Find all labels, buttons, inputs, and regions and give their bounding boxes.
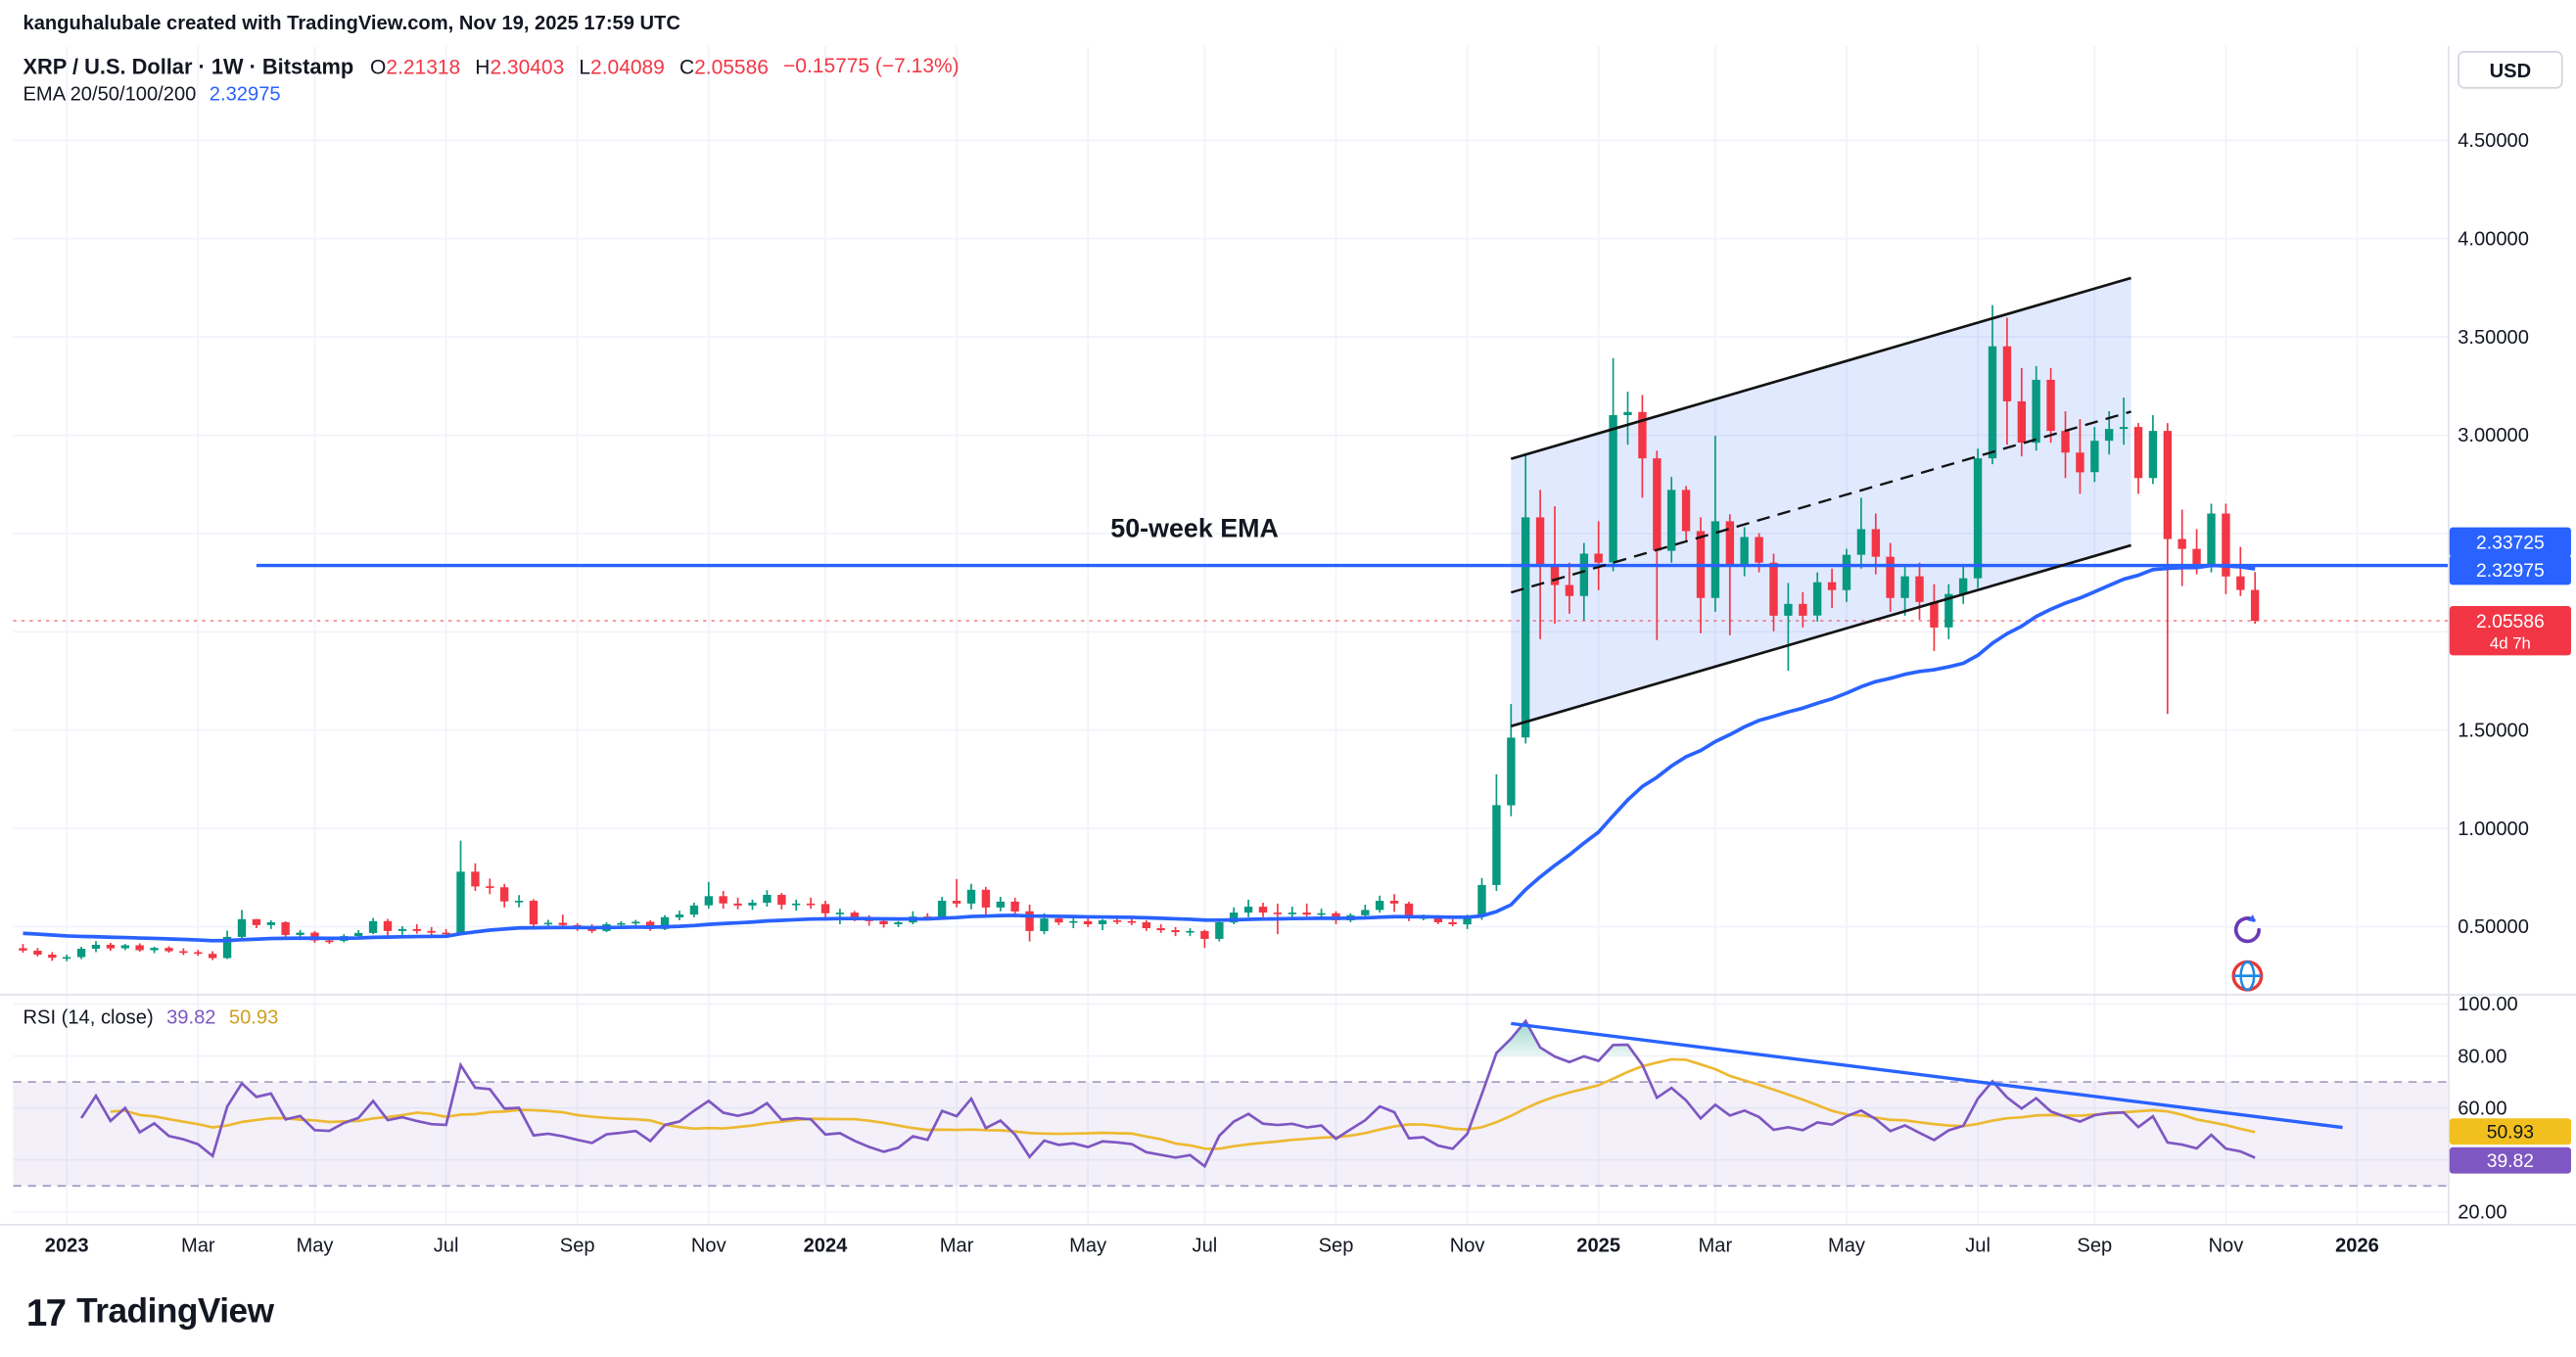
ohlc-close: C2.05586 <box>679 54 769 78</box>
symbol-title[interactable]: XRP / U.S. Dollar · 1W · Bitstamp <box>23 54 354 79</box>
grid-layer <box>13 45 2449 1225</box>
svg-text:100.00: 100.00 <box>2458 994 2518 1015</box>
channel-lower-line[interactable] <box>1510 543 2131 727</box>
drawing-price-badge: 2.33725 <box>2449 527 2571 557</box>
svg-text:50.93: 50.93 <box>2487 1122 2534 1143</box>
low-value: 2.04089 <box>590 56 665 79</box>
channel-mid-line[interactable] <box>1510 410 2131 594</box>
rsi-value: 39.82 <box>166 1005 216 1029</box>
footer-bar: 17 TradingView <box>0 1268 2576 1357</box>
svg-text:4.00000: 4.00000 <box>2458 228 2529 250</box>
ohlc-open: O2.21318 <box>370 54 460 78</box>
svg-text:May: May <box>1069 1236 1107 1257</box>
symbol-legend[interactable]: XRP / U.S. Dollar · 1W · Bitstamp O2.213… <box>23 54 959 78</box>
svg-text:3.50000: 3.50000 <box>2458 327 2529 349</box>
ema-annotation-text[interactable]: 50-week EMA <box>1110 515 1279 544</box>
svg-text:Sep: Sep <box>560 1236 595 1257</box>
attribution-text: kanguhalubale created with TradingView.c… <box>23 11 680 35</box>
ema-line[interactable] <box>23 563 2256 943</box>
svg-text:Sep: Sep <box>2077 1236 2112 1257</box>
svg-text:20.00: 20.00 <box>2458 1201 2506 1223</box>
svg-text:Sep: Sep <box>1319 1236 1354 1257</box>
rsi-line[interactable] <box>79 1018 2256 1169</box>
ema-indicator-value: 2.32975 <box>209 81 281 106</box>
open-value: 2.21318 <box>386 56 461 79</box>
rsi-ma-badge: 50.93 <box>2449 1118 2571 1146</box>
svg-text:3.00000: 3.00000 <box>2458 425 2529 446</box>
ohlc-high: H2.30403 <box>475 54 564 78</box>
tradingview-logo[interactable]: 17 TradingView <box>26 1290 274 1334</box>
svg-text:Nov: Nov <box>691 1236 726 1257</box>
channel-upper-line[interactable] <box>1510 276 2131 460</box>
close-value: 2.05586 <box>694 56 769 79</box>
svg-text:Mar: Mar <box>181 1236 215 1257</box>
svg-text:80.00: 80.00 <box>2458 1046 2506 1067</box>
svg-text:0.50000: 0.50000 <box>2458 916 2529 938</box>
rsi-indicator-label[interactable]: RSI (14, close) <box>23 1005 154 1029</box>
rsi-badge: 39.82 <box>2449 1146 2571 1174</box>
ema-indicator-label[interactable]: EMA 20/50/100/200 <box>23 81 197 106</box>
chart-side-icons <box>2227 911 2267 996</box>
currency-button[interactable]: USD <box>2458 51 2563 89</box>
tradingview-logo-text: TradingView <box>76 1292 274 1332</box>
open-label: O <box>370 56 387 79</box>
svg-text:Mar: Mar <box>1699 1236 1733 1257</box>
price-axis[interactable]: 4.50000 4.00000 3.50000 3.00000 1.50000 1.000… <box>2458 130 2529 1223</box>
svg-text:May: May <box>296 1236 334 1257</box>
svg-text:2024: 2024 <box>804 1236 849 1257</box>
high-label: H <box>475 56 491 79</box>
svg-text:Nov: Nov <box>2209 1236 2244 1257</box>
svg-text:2.33725: 2.33725 <box>2476 533 2545 553</box>
rsi-trendline[interactable] <box>1511 1021 2343 1130</box>
ema-legend[interactable]: EMA 20/50/100/200 2.32975 <box>23 82 280 105</box>
svg-text:Jul: Jul <box>1193 1236 1218 1257</box>
attribution-bar: kanguhalubale created with TradingView.c… <box>0 0 2576 46</box>
svg-text:2023: 2023 <box>45 1236 89 1257</box>
svg-text:2025: 2025 <box>1576 1236 1620 1257</box>
svg-text:60.00: 60.00 <box>2458 1098 2506 1119</box>
rsi-ma-value: 50.93 <box>228 1005 279 1029</box>
svg-text:2026: 2026 <box>2335 1236 2379 1257</box>
svg-text:May: May <box>1828 1236 1866 1257</box>
globe-glyph <box>2231 959 2264 992</box>
swap-arrows-icon[interactable] <box>2227 911 2267 950</box>
high-value: 2.30403 <box>490 56 565 79</box>
ema-price-badge: 2.32975 <box>2449 555 2571 585</box>
svg-text:Nov: Nov <box>1450 1236 1485 1257</box>
time-axis[interactable]: 2023 Mar May Jul Sep Nov 2024 Mar May Jul Sep Nov 20… <box>45 1236 2379 1257</box>
svg-text:1.50000: 1.50000 <box>2458 720 2529 741</box>
rsi-legend[interactable]: RSI (14, close) 39.82 50.93 <box>23 1006 278 1028</box>
low-label: L <box>579 56 591 79</box>
svg-text:2.05586: 2.05586 <box>2476 612 2545 632</box>
svg-text:4.50000: 4.50000 <box>2458 130 2529 152</box>
svg-text:Jul: Jul <box>1965 1236 1991 1257</box>
tradingview-logo-mark: 17 <box>25 1290 67 1334</box>
close-label: C <box>679 56 695 79</box>
rsi-band <box>13 1082 2449 1187</box>
svg-text:4d 7h: 4d 7h <box>2490 634 2531 653</box>
last-price-badge: 2.05586 4d 7h <box>2449 605 2571 656</box>
globe-icon[interactable] <box>2227 957 2267 996</box>
svg-text:39.82: 39.82 <box>2487 1151 2534 1172</box>
candles-layer <box>19 304 2260 961</box>
ohlc-low: L2.04089 <box>579 54 664 78</box>
ohlc-readout: O2.21318 H2.30403 L2.04089 C2.05586 −0.1… <box>370 54 960 78</box>
change-value: −0.15775 (−7.13%) <box>783 54 960 77</box>
swap-arrows-glyph <box>2233 913 2262 944</box>
rsi-ma-line[interactable] <box>110 1057 2256 1150</box>
svg-text:Jul: Jul <box>434 1236 459 1257</box>
svg-text:Mar: Mar <box>940 1236 974 1257</box>
svg-text:1.00000: 1.00000 <box>2458 819 2529 840</box>
svg-text:2.32975: 2.32975 <box>2476 561 2545 582</box>
